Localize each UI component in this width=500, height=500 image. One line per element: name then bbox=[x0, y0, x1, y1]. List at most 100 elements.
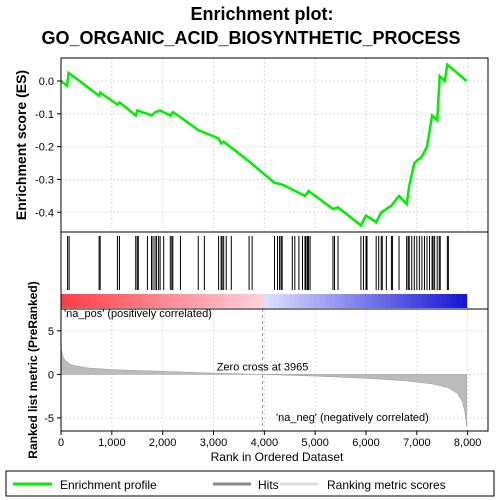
colorbar-segment bbox=[320, 294, 326, 308]
colorbar-segment bbox=[152, 294, 158, 308]
hits-panel bbox=[61, 232, 488, 309]
x-axis-ticks: 0 1,000 2,000 3,000 4,000 5,000 6,000 7,000 8,00… bbox=[58, 431, 481, 449]
colorbar-segment bbox=[238, 294, 244, 308]
es-tick-label: 0.0 bbox=[39, 76, 54, 88]
x-axis-title: Rank in Ordered Dataset bbox=[211, 450, 344, 464]
es-tick-label: -0.2 bbox=[35, 142, 54, 154]
colorbar-segment bbox=[406, 294, 412, 308]
colorbar-segment bbox=[66, 294, 72, 308]
colorbar-segment bbox=[396, 294, 402, 308]
metric-axis-title: Ranked list metric (PreRanked) bbox=[26, 281, 40, 458]
x-tick-label: 8,000 bbox=[454, 437, 482, 449]
colorbar-segment bbox=[451, 294, 457, 308]
es-tick-label: -0.3 bbox=[35, 174, 54, 186]
colorbar-segment bbox=[335, 294, 341, 308]
colorbar-segment bbox=[157, 294, 163, 308]
x-tick-label: 7,000 bbox=[403, 437, 431, 449]
colorbar-segment bbox=[350, 294, 356, 308]
legend-ranking-metric-scores: Ranking metric scores bbox=[327, 478, 446, 492]
colorbar-segment bbox=[416, 294, 422, 308]
colorbar-segment bbox=[142, 294, 148, 308]
colorbar-segment bbox=[274, 294, 280, 308]
colorbar-segment bbox=[370, 294, 376, 308]
colorbar-segment bbox=[330, 294, 336, 308]
colorbar-segment bbox=[61, 294, 67, 308]
x-tick-label: 3,000 bbox=[200, 437, 228, 449]
colorbar-segment bbox=[446, 294, 452, 308]
colorbar-segment bbox=[269, 294, 275, 308]
colorbar-segment bbox=[375, 294, 381, 308]
colorbar-segment bbox=[436, 294, 442, 308]
colorbar-segment bbox=[193, 294, 199, 308]
colorbar-segment bbox=[244, 294, 250, 308]
x-tick-label: 6,000 bbox=[352, 437, 380, 449]
colorbar-segment bbox=[426, 294, 432, 308]
colorbar-segment bbox=[289, 294, 295, 308]
colorbar-segment bbox=[167, 294, 173, 308]
es-tick-label: -0.1 bbox=[35, 109, 54, 121]
colorbar-segment bbox=[299, 294, 305, 308]
colorbar-segment bbox=[132, 294, 138, 308]
legend-hits: Hits bbox=[258, 478, 279, 492]
colorbar-segment bbox=[304, 294, 310, 308]
colorbar-segment bbox=[457, 294, 463, 308]
colorbar-segment bbox=[122, 294, 128, 308]
colorbar-segment bbox=[208, 294, 214, 308]
colorbar-segment bbox=[254, 294, 260, 308]
colorbar-segment bbox=[71, 294, 77, 308]
colorbar-segment bbox=[183, 294, 189, 308]
colorbar-segment bbox=[411, 294, 417, 308]
metric-tick-label: 5 bbox=[48, 326, 54, 338]
colorbar-segment bbox=[391, 294, 397, 308]
colorbar-segment bbox=[127, 294, 133, 308]
es-axis-title: Enrichment score (ES) bbox=[13, 70, 29, 220]
zero-cross-label: Zero cross at 3965 bbox=[217, 361, 309, 373]
colorbar-segment bbox=[355, 294, 361, 308]
colorbar-segment bbox=[345, 294, 351, 308]
colorbar-segment bbox=[421, 294, 427, 308]
rank-colorbar bbox=[61, 294, 467, 308]
colorbar-segment bbox=[249, 294, 255, 308]
colorbar-segment bbox=[188, 294, 194, 308]
colorbar-segment bbox=[173, 294, 179, 308]
colorbar-segment bbox=[102, 294, 108, 308]
colorbar-segment bbox=[147, 294, 153, 308]
x-tick-label: 2,000 bbox=[149, 437, 177, 449]
legend-enrichment-profile: Enrichment profile bbox=[60, 478, 157, 492]
colorbar-segment bbox=[76, 294, 82, 308]
colorbar-segment bbox=[91, 294, 97, 308]
x-tick-label: 1,000 bbox=[98, 437, 126, 449]
chart-title-line2: GO_ORGANIC_ACID_BIOSYNTHETIC_PROCESS bbox=[41, 28, 460, 48]
colorbar-segment bbox=[81, 294, 87, 308]
colorbar-segment bbox=[365, 294, 371, 308]
colorbar-segment bbox=[259, 294, 265, 308]
negative-correlation-label: 'na_neg' (negatively correlated) bbox=[276, 412, 429, 424]
colorbar-segment bbox=[218, 294, 224, 308]
metric-tick-label: 0 bbox=[48, 369, 54, 381]
chart-title-line1: Enrichment plot: bbox=[191, 4, 334, 24]
colorbar-segment bbox=[162, 294, 168, 308]
colorbar-segment bbox=[325, 294, 331, 308]
metric-y-ticks: 5 0 -5 bbox=[44, 326, 61, 425]
colorbar-segment bbox=[112, 294, 118, 308]
colorbar-segment bbox=[203, 294, 209, 308]
colorbar-segment bbox=[228, 294, 234, 308]
colorbar-segment bbox=[137, 294, 143, 308]
colorbar-segment bbox=[178, 294, 184, 308]
colorbar-segment bbox=[96, 294, 102, 308]
colorbar-segment bbox=[264, 294, 270, 308]
colorbar-segment bbox=[315, 294, 321, 308]
colorbar-segment bbox=[284, 294, 290, 308]
colorbar-segment bbox=[294, 294, 300, 308]
es-panel: 0.0 -0.1 -0.2 -0.3 -0.4 Enrichment score (ES… bbox=[13, 58, 488, 232]
colorbar-segment bbox=[340, 294, 346, 308]
colorbar-segment bbox=[401, 294, 407, 308]
colorbar-segment bbox=[213, 294, 219, 308]
colorbar-segment bbox=[386, 294, 392, 308]
legend: Enrichment profile Hits Ranking metric s… bbox=[6, 471, 494, 496]
colorbar-segment bbox=[441, 294, 447, 308]
positive-correlation-label: 'na_pos' (positively correlated) bbox=[64, 308, 212, 320]
colorbar-segment bbox=[380, 294, 386, 308]
colorbar-segment bbox=[279, 294, 285, 308]
